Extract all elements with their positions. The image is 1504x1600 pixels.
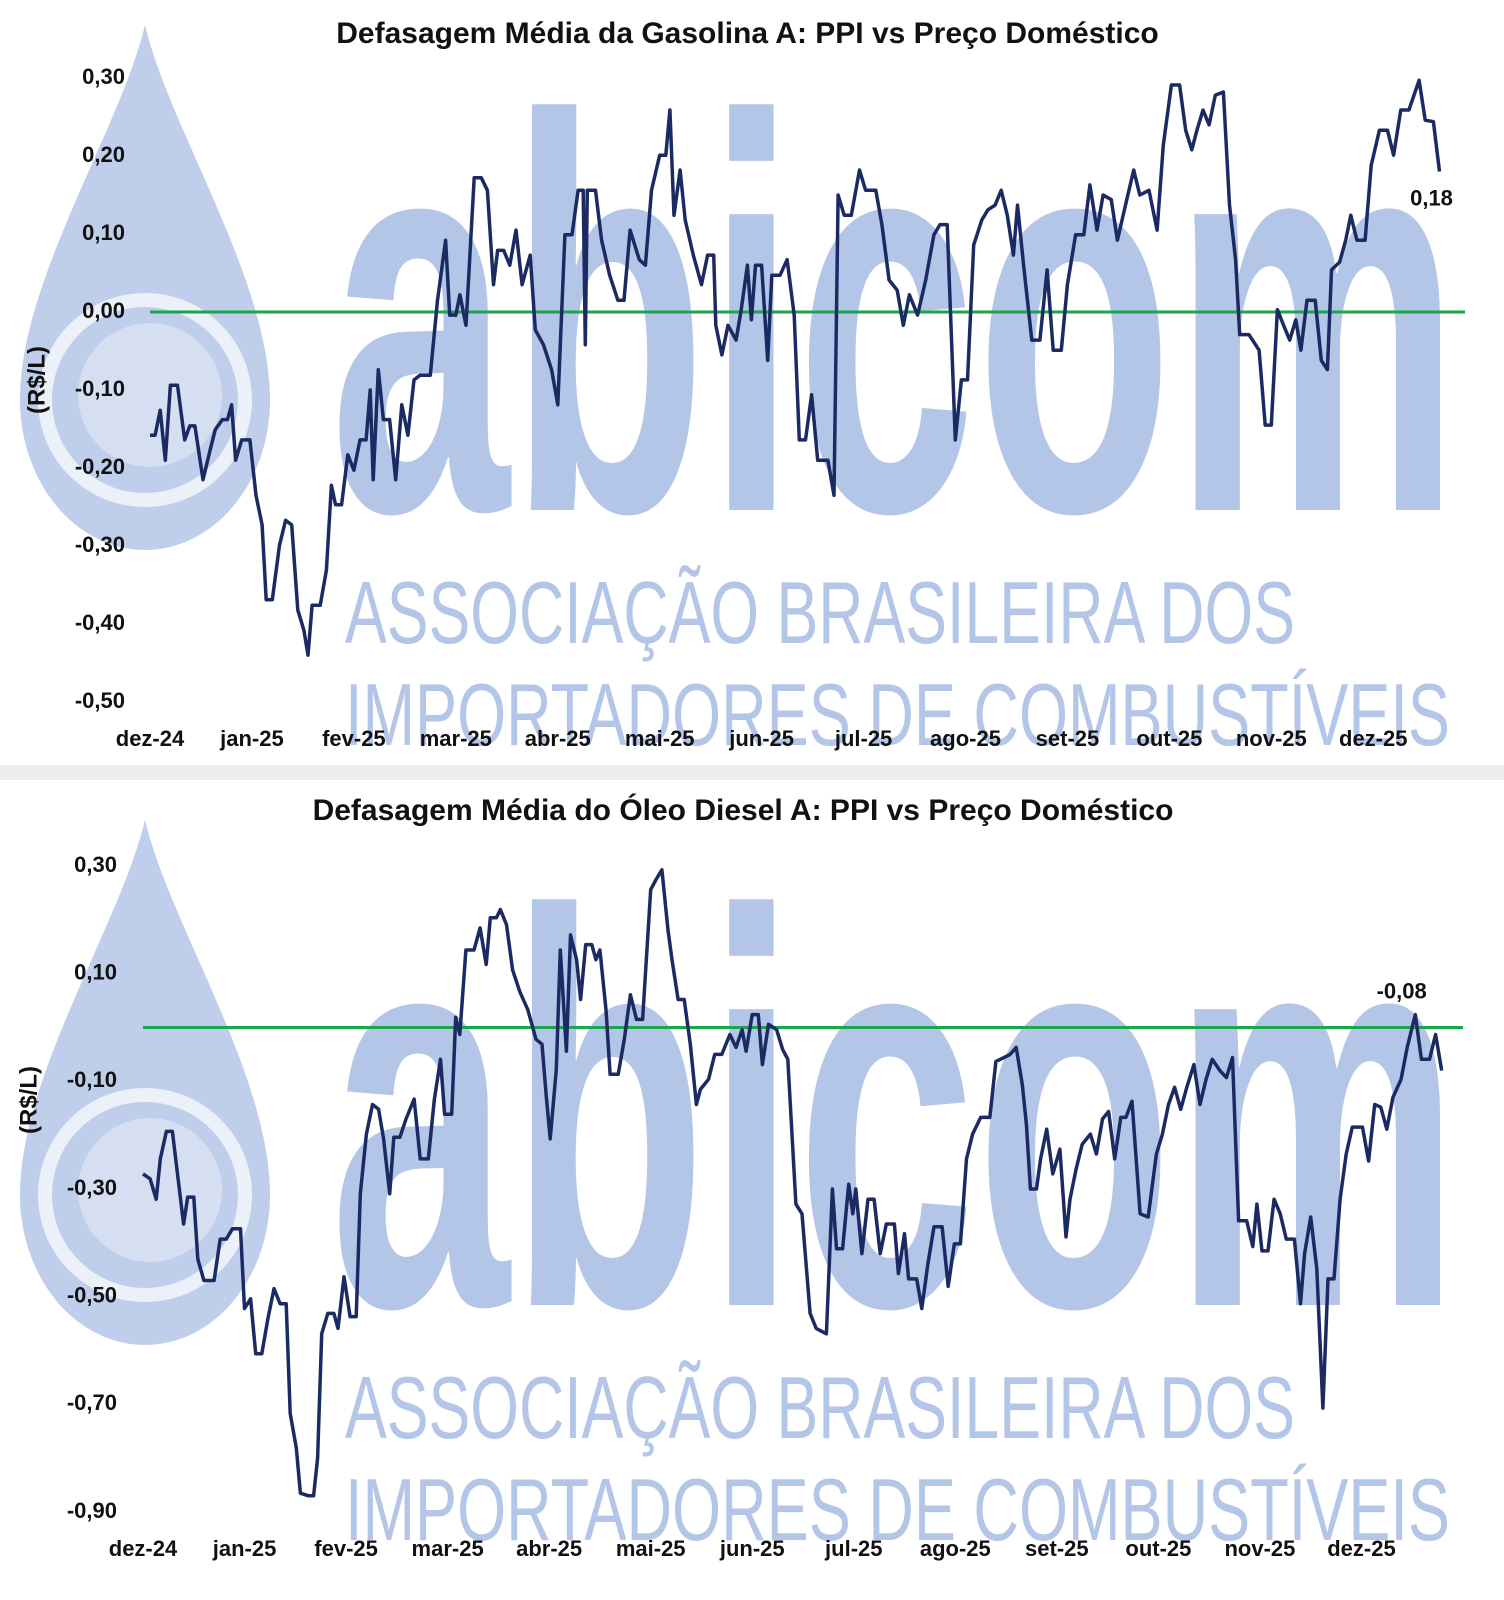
watermark-logo: abicom <box>330 3 1460 629</box>
y-tick-label: 0,30 <box>74 852 117 877</box>
watermark-line: ASSOCIAÇÃO BRASILEIRA DOS <box>345 563 1295 662</box>
x-tick-label: mar-25 <box>412 1536 484 1561</box>
y-tick-label: -0,10 <box>75 376 125 401</box>
data-line <box>150 78 1442 657</box>
y-tick-label: 0,00 <box>82 298 125 323</box>
x-tick-label: set-25 <box>1025 1536 1089 1561</box>
x-tick-label: jul-25 <box>834 726 892 751</box>
x-tick-label: abr-25 <box>525 726 591 751</box>
y-tick-label: -0,20 <box>75 454 125 479</box>
y-axis-title: (R$/L) <box>23 346 50 414</box>
y-tick-label: -0,10 <box>67 1067 117 1092</box>
y-tick-label: 0,10 <box>74 959 117 984</box>
watermark-globe-inner <box>78 323 222 467</box>
x-tick-label: abr-25 <box>516 1536 582 1561</box>
x-tick-label: fev-25 <box>322 726 386 751</box>
x-tick-label: jun-25 <box>719 1536 785 1561</box>
separator <box>0 765 1504 780</box>
x-tick-label: nov-25 <box>1224 1536 1295 1561</box>
x-tick-label: nov-25 <box>1236 726 1307 751</box>
x-tick-label: mai-25 <box>625 726 695 751</box>
y-tick-label: 0,10 <box>82 220 125 245</box>
x-tick-label: out-25 <box>1125 1536 1191 1561</box>
x-tick-label: mai-25 <box>616 1536 686 1561</box>
x-tick-label: dez-25 <box>1339 726 1407 751</box>
x-tick-label: set-25 <box>1036 726 1100 751</box>
y-axis-title: (R$/L) <box>15 1066 42 1134</box>
x-tick-label: ago-25 <box>930 726 1001 751</box>
y-tick-label: -0,30 <box>75 532 125 557</box>
x-tick-label: jan-25 <box>219 726 284 751</box>
y-tick-label: -0,90 <box>67 1498 117 1523</box>
y-tick-label: 0,30 <box>82 64 125 89</box>
chart-title: Defasagem Média da Gasolina A: PPI vs Pr… <box>336 17 1159 50</box>
watermark-line: IMPORTADORES DE COMBUSTÍVEIS <box>345 1460 1450 1559</box>
annotation: 0,18 <box>1410 185 1453 210</box>
watermark-globe-inner <box>78 1118 222 1262</box>
watermark-logo: abicom <box>330 798 1460 1424</box>
x-tick-label: out-25 <box>1136 726 1202 751</box>
x-tick-label: dez-25 <box>1327 1536 1395 1561</box>
y-tick-label: -0,40 <box>75 610 125 635</box>
x-tick-label: dez-24 <box>116 726 185 751</box>
watermark-line: ASSOCIAÇÃO BRASILEIRA DOS <box>345 1358 1295 1457</box>
watermark-globe <box>38 293 252 507</box>
y-tick-label: 0,20 <box>82 142 125 167</box>
x-tick-label: fev-25 <box>314 1536 378 1561</box>
x-tick-label: mar-25 <box>420 726 492 751</box>
x-tick-label: jan-25 <box>212 1536 277 1561</box>
y-tick-label: -0,50 <box>67 1282 117 1307</box>
watermark-globe <box>38 1088 252 1302</box>
annotation: -0,08 <box>1377 978 1427 1003</box>
x-tick-label: jul-25 <box>824 1536 882 1561</box>
x-tick-label: jun-25 <box>728 726 794 751</box>
x-tick-label: ago-25 <box>920 1536 991 1561</box>
y-tick-label: -0,50 <box>75 688 125 713</box>
y-tick-label: -0,70 <box>67 1390 117 1415</box>
watermark-line: IMPORTADORES DE COMBUSTÍVEIS <box>345 665 1450 764</box>
y-tick-label: -0,30 <box>67 1175 117 1200</box>
chart-title: Defasagem Média do Óleo Diesel A: PPI vs… <box>313 793 1174 827</box>
data-line <box>142 868 1444 1498</box>
x-tick-label: dez-24 <box>109 1536 178 1561</box>
